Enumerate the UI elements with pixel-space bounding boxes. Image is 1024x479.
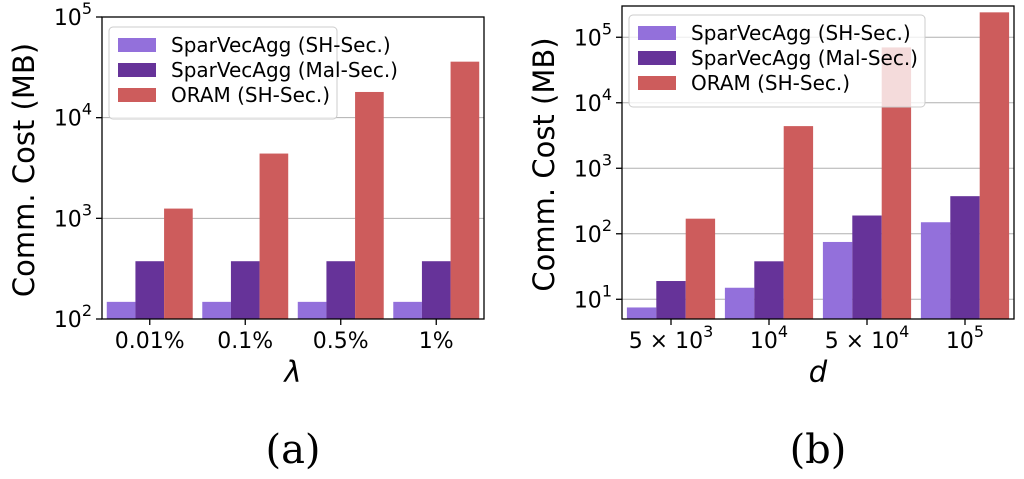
x-tick-text: 0.1% [217,329,273,354]
x-tick-label: 0.1% [217,329,273,354]
y-tick-label: 105 [54,0,92,31]
y-tick-exponent: 3 [602,150,612,169]
bar [724,287,755,319]
y-tick-label: 103 [54,200,92,232]
y-tick-exponent: 5 [82,0,92,18]
y-tick-label: 101 [574,281,612,313]
y-tick-exponent: 1 [602,281,612,300]
legend-swatch [638,76,676,90]
bar [920,222,951,319]
plot-frame [621,5,1015,320]
x-axis-label: λ [282,355,301,389]
y-tick-exponent: 4 [602,85,612,104]
y-axis-label: Comm. Cost (MB) [527,37,561,291]
x-tick-text: 10 [750,329,778,354]
y-tick-base: 10 [574,157,602,182]
bar [852,215,882,319]
x-tick-text: 0.5% [313,329,369,354]
bar [297,301,327,319]
legend-entry: ORAM (SH-Sec.) [171,83,330,107]
y-tick-base: 10 [54,308,82,333]
bar [259,153,289,319]
x-tick-label: 1% [419,329,454,354]
x-tick-exponent: 4 [899,322,909,341]
y-tick-label: 104 [54,100,92,132]
bar [202,301,231,319]
bar [135,261,165,319]
bar [754,261,784,319]
bar [822,241,853,319]
legend-entry: SparVecAgg (SH-Sec.) [691,21,911,45]
y-tick-base: 10 [574,288,602,313]
x-tick-label: 0.01% [115,329,185,354]
x-tick-text: 5 × 10 [629,329,703,354]
x-tick-label: 0.5% [313,329,369,354]
x-tick-text: 1% [419,329,454,354]
x-tick-exponent: 5 [974,322,984,341]
y-tick-label: 103 [574,150,612,182]
legend-box [628,14,926,108]
bar [355,91,384,319]
y-tick-exponent: 4 [82,100,92,119]
bar [950,196,980,319]
legend-entry: ORAM (SH-Sec.) [691,71,850,95]
bar [450,61,480,319]
legend: SparVecAgg (SH-Sec.)SparVecAgg (Mal-Sec.… [108,26,398,120]
bar [656,281,686,319]
y-tick-base: 10 [54,107,82,132]
y-tick-base: 10 [574,26,602,51]
bar [626,307,657,319]
legend-entry: SparVecAgg (SH-Sec.) [171,33,391,57]
x-tick-label: 105 [946,322,984,354]
y-tick-base: 10 [574,92,602,117]
legend-swatch [118,88,156,102]
bar [326,261,356,319]
legend: SparVecAgg (SH-Sec.)SparVecAgg (Mal-Sec.… [628,14,926,108]
x-tick-exponent: 3 [703,322,713,341]
plot-frame [101,16,485,320]
x-tick-text: 10 [946,329,974,354]
y-tick-base: 10 [574,223,602,248]
legend-box [108,26,338,120]
subfigure-caption: (b) [790,427,847,473]
y-tick-base: 10 [54,207,82,232]
y-tick-exponent: 5 [602,19,612,38]
bar [685,218,716,319]
y-tick-label: 102 [54,301,92,333]
x-tick-label: 5 × 103 [629,322,714,354]
bar [230,261,260,319]
y-tick-exponent: 2 [82,301,92,320]
bar [106,301,136,319]
bar [783,126,814,320]
y-tick-label: 102 [574,216,612,248]
x-tick-label: 5 × 104 [825,322,910,354]
y-tick-exponent: 3 [82,200,92,219]
y-tick-exponent: 2 [602,216,612,235]
y-tick-base: 10 [54,6,82,31]
x-tick-text: 0.01% [115,329,185,354]
x-axis-label: d [809,355,828,389]
legend-swatch [118,38,156,52]
x-tick-text: 5 × 10 [825,329,899,354]
bar [164,208,193,319]
y-tick-label: 104 [574,85,612,117]
legend-swatch [118,63,156,77]
legend-swatch [638,51,676,65]
y-axis-label: Comm. Cost (MB) [7,43,41,297]
bar [393,301,422,319]
x-tick-label: 104 [750,322,788,354]
subfigure-caption: (a) [265,427,320,473]
y-tick-label: 105 [574,19,612,51]
legend-swatch [638,26,676,40]
legend-entry: SparVecAgg (Mal-Sec.) [171,58,398,82]
bar [421,261,451,319]
x-tick-exponent: 4 [778,322,788,341]
legend-entry: SparVecAgg (Mal-Sec.) [691,46,918,70]
bar [979,12,1010,319]
